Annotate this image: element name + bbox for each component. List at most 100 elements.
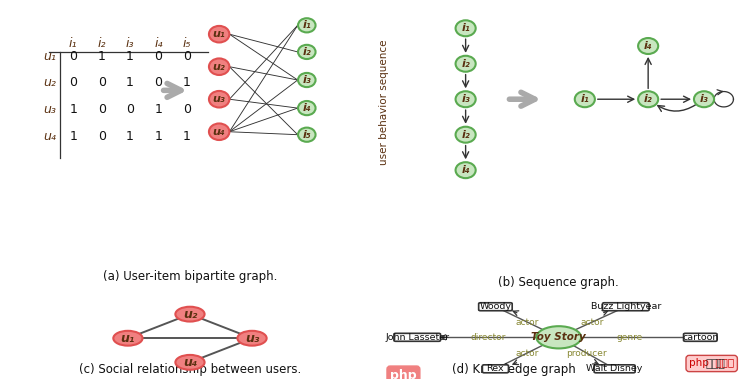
Text: cartoon: cartoon bbox=[682, 333, 718, 342]
Text: actor: actor bbox=[580, 318, 604, 327]
Text: i₂: i₂ bbox=[461, 130, 470, 140]
Text: 中文网: 中文网 bbox=[706, 359, 725, 369]
Text: Rex: Rex bbox=[486, 364, 504, 373]
Text: 1: 1 bbox=[155, 130, 162, 143]
Circle shape bbox=[298, 128, 316, 142]
Circle shape bbox=[175, 355, 205, 370]
Circle shape bbox=[298, 101, 316, 115]
Circle shape bbox=[638, 38, 659, 54]
Text: actor: actor bbox=[516, 318, 539, 327]
Circle shape bbox=[536, 326, 581, 348]
Text: 0: 0 bbox=[126, 103, 134, 116]
Text: i₂: i₂ bbox=[302, 47, 311, 57]
Circle shape bbox=[238, 331, 267, 346]
Text: 0: 0 bbox=[98, 103, 106, 116]
Text: 0: 0 bbox=[183, 50, 191, 63]
FancyBboxPatch shape bbox=[478, 303, 513, 311]
Text: 0: 0 bbox=[98, 77, 106, 89]
Text: i₄: i₄ bbox=[154, 36, 163, 50]
Text: Buzz Lightyear: Buzz Lightyear bbox=[591, 302, 661, 311]
Text: i₄: i₄ bbox=[644, 41, 653, 51]
Text: i₃: i₃ bbox=[126, 36, 134, 50]
Circle shape bbox=[455, 20, 475, 36]
Text: i₂: i₂ bbox=[644, 94, 653, 104]
Circle shape bbox=[694, 91, 714, 107]
Text: producer: producer bbox=[566, 349, 607, 357]
Text: i₄: i₄ bbox=[302, 103, 311, 113]
Text: 1: 1 bbox=[126, 50, 134, 63]
FancyBboxPatch shape bbox=[683, 333, 717, 341]
Text: php: php bbox=[390, 369, 416, 379]
Text: (a) User-item bipartite graph.: (a) User-item bipartite graph. bbox=[103, 270, 277, 283]
Text: i₄: i₄ bbox=[461, 165, 470, 175]
Text: u₄: u₄ bbox=[183, 356, 197, 369]
Text: Walt Disney: Walt Disney bbox=[586, 364, 643, 373]
Circle shape bbox=[455, 56, 475, 72]
Text: i₃: i₃ bbox=[461, 94, 470, 104]
Text: Toy Story: Toy Story bbox=[531, 332, 586, 342]
Text: 0: 0 bbox=[69, 77, 77, 89]
Circle shape bbox=[209, 58, 229, 75]
Text: u₁: u₁ bbox=[121, 332, 135, 345]
Text: u₄: u₄ bbox=[213, 127, 226, 137]
Text: i₁: i₁ bbox=[69, 36, 77, 50]
Circle shape bbox=[638, 91, 659, 107]
Circle shape bbox=[298, 45, 316, 59]
Text: (c) Social relationship between users.: (c) Social relationship between users. bbox=[79, 363, 301, 376]
FancyBboxPatch shape bbox=[603, 303, 649, 311]
Text: i₃: i₃ bbox=[700, 94, 708, 104]
Text: 1: 1 bbox=[126, 130, 134, 143]
Text: 1: 1 bbox=[98, 50, 106, 63]
Text: 1: 1 bbox=[155, 103, 162, 116]
Text: i₁: i₁ bbox=[302, 20, 311, 30]
Circle shape bbox=[575, 91, 595, 107]
Text: (d) Knowledge graph: (d) Knowledge graph bbox=[452, 363, 576, 376]
Text: u₃: u₃ bbox=[245, 332, 259, 345]
Text: i₂: i₂ bbox=[461, 59, 470, 69]
Text: 0: 0 bbox=[69, 50, 77, 63]
Text: Woody: Woody bbox=[480, 302, 511, 311]
Text: u₄: u₄ bbox=[43, 130, 56, 143]
Text: 1: 1 bbox=[183, 130, 191, 143]
Circle shape bbox=[175, 307, 205, 321]
Text: 0: 0 bbox=[98, 130, 106, 143]
Text: 1: 1 bbox=[69, 130, 77, 143]
Text: 0: 0 bbox=[154, 77, 162, 89]
Text: director: director bbox=[470, 333, 506, 342]
Text: u₁: u₁ bbox=[43, 50, 56, 63]
Text: u₃: u₃ bbox=[213, 94, 226, 104]
Text: i₂: i₂ bbox=[98, 36, 106, 50]
Text: u₁: u₁ bbox=[213, 29, 226, 39]
FancyBboxPatch shape bbox=[394, 333, 440, 341]
Circle shape bbox=[455, 162, 475, 178]
Text: actor: actor bbox=[516, 349, 539, 357]
Text: genre: genre bbox=[616, 333, 643, 342]
Text: 0: 0 bbox=[154, 50, 162, 63]
Circle shape bbox=[209, 26, 229, 42]
Text: i₁: i₁ bbox=[461, 23, 470, 33]
Text: 1: 1 bbox=[126, 77, 134, 89]
Text: i₅: i₅ bbox=[183, 36, 191, 50]
Text: 1: 1 bbox=[69, 103, 77, 116]
Circle shape bbox=[455, 91, 475, 107]
Text: u₂: u₂ bbox=[183, 308, 197, 321]
FancyBboxPatch shape bbox=[483, 365, 508, 373]
Text: php  中文网: php 中文网 bbox=[689, 359, 735, 368]
Text: i₅: i₅ bbox=[302, 130, 311, 140]
Text: user behavior sequence: user behavior sequence bbox=[378, 39, 389, 165]
Circle shape bbox=[209, 124, 229, 140]
Circle shape bbox=[113, 331, 142, 346]
Text: John Lasseter: John Lasseter bbox=[385, 333, 449, 342]
Text: u₃: u₃ bbox=[43, 103, 56, 116]
Text: u₂: u₂ bbox=[213, 62, 226, 72]
Text: i₃: i₃ bbox=[302, 75, 311, 85]
Circle shape bbox=[209, 91, 229, 108]
Circle shape bbox=[298, 73, 316, 87]
Text: u₂: u₂ bbox=[43, 77, 56, 89]
Circle shape bbox=[455, 127, 475, 143]
Text: (b) Sequence graph.: (b) Sequence graph. bbox=[498, 276, 619, 289]
Text: 1: 1 bbox=[183, 77, 191, 89]
Text: i₁: i₁ bbox=[580, 94, 589, 104]
Circle shape bbox=[298, 18, 316, 33]
FancyBboxPatch shape bbox=[595, 365, 635, 373]
